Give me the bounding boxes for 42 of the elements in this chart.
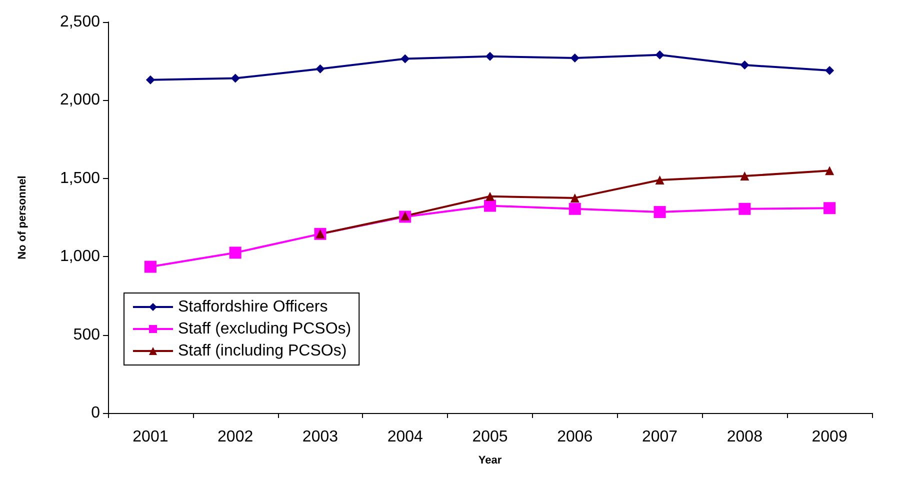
point xyxy=(655,175,664,184)
legend-label: Staff (excluding PCSOs) xyxy=(178,320,352,338)
point xyxy=(570,193,580,202)
point xyxy=(400,211,410,220)
x-tick-label: 2004 xyxy=(387,428,424,446)
point xyxy=(654,206,666,218)
x-tick-label: 2003 xyxy=(302,428,338,446)
legend-label: Staffordshire Officers xyxy=(178,298,328,316)
point xyxy=(230,74,240,83)
point xyxy=(825,66,834,75)
point xyxy=(144,260,156,273)
point xyxy=(146,75,155,84)
x-axis-title: Year xyxy=(478,454,502,466)
point xyxy=(738,202,751,215)
y-tick-label: 2,000 xyxy=(60,92,100,109)
y-tick-label: 1,500 xyxy=(60,170,100,187)
x-tick-label: 2002 xyxy=(218,428,254,446)
x-tick-label: 2001 xyxy=(132,428,168,446)
point xyxy=(484,200,496,212)
point xyxy=(229,246,242,259)
x-tick-label: 2008 xyxy=(726,428,763,446)
y-tick-label: 1,000 xyxy=(60,248,100,266)
point xyxy=(568,202,581,215)
x-tick-label: 2009 xyxy=(812,428,848,446)
point xyxy=(740,60,750,70)
x-tick-label: 2006 xyxy=(557,428,593,446)
y-tick-label: 0 xyxy=(91,404,100,422)
point xyxy=(486,192,494,201)
point xyxy=(570,53,580,62)
point xyxy=(740,172,750,181)
x-tick-label: 2007 xyxy=(642,428,678,446)
point xyxy=(824,202,836,214)
point xyxy=(400,54,410,64)
point xyxy=(655,50,664,60)
point xyxy=(486,52,494,61)
y-axis-title: No of personnel xyxy=(16,176,28,260)
y-tick-label: 2,500 xyxy=(60,14,100,30)
point xyxy=(316,64,325,74)
x-tick-label: 2005 xyxy=(472,428,508,446)
legend-label: Staff (including PCSOs) xyxy=(178,342,347,360)
point xyxy=(825,166,834,176)
y-tick-label: 500 xyxy=(73,326,100,344)
